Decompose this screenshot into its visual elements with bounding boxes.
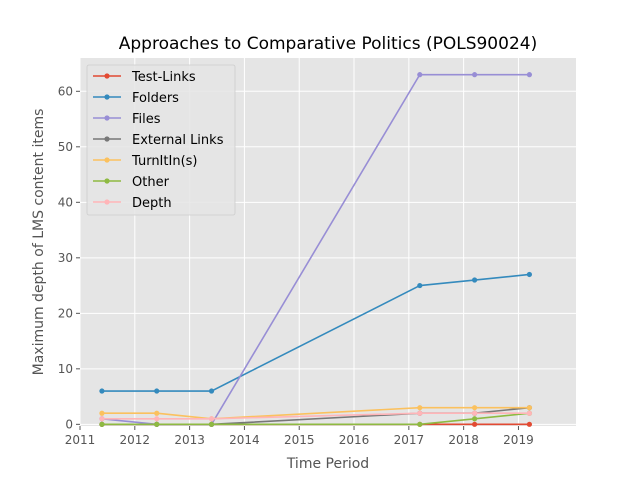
series-layer <box>99 72 533 427</box>
data-point-other <box>417 421 423 427</box>
y-tick-label: 50 <box>58 140 73 154</box>
data-point-other <box>472 416 478 422</box>
data-point-folders <box>526 271 533 278</box>
data-point-turnitin-s <box>417 405 423 411</box>
data-point-test-links <box>526 421 533 427</box>
series-line-folders <box>101 273 530 392</box>
series-line-depth <box>101 412 530 420</box>
x-tick-label: 2015 <box>284 433 315 447</box>
legend-item-other: Other <box>93 175 170 190</box>
legend-marker <box>104 94 110 100</box>
data-point-other <box>154 421 160 427</box>
legend-label: Files <box>132 112 161 127</box>
gridlines <box>79 58 576 426</box>
data-point-turnitin-s <box>472 405 478 411</box>
legend-marker <box>104 115 110 121</box>
legend-marker <box>104 136 110 142</box>
legend-label: Folders <box>132 91 179 106</box>
legend-label: Other <box>132 175 170 190</box>
legend: Test-Links Folders Files External Links Turn… <box>86 64 236 216</box>
y-tick-label: 20 <box>58 306 73 320</box>
data-point-files <box>526 72 533 78</box>
x-tick-label: 2012 <box>120 433 151 447</box>
series-line-other <box>101 412 530 426</box>
data-point-files <box>472 72 478 78</box>
data-point-depth <box>154 416 160 422</box>
legend-item-external-links: External Links <box>93 133 224 148</box>
x-tick-label: 2011 <box>65 433 96 447</box>
x-tick-label: 2013 <box>174 433 205 447</box>
y-tick-label: 40 <box>58 195 73 209</box>
y-axis-label: Maximum depth of LMS content items <box>31 109 47 376</box>
y-tick-label: 60 <box>58 84 73 98</box>
legend-marker <box>104 157 110 163</box>
x-tick-label: 2019 <box>503 433 534 447</box>
data-point-folders <box>417 282 423 289</box>
data-point-depth <box>526 410 533 416</box>
data-point-folders <box>472 277 478 283</box>
legend-item-test-links: Test-Links <box>93 70 196 85</box>
series-line-files <box>101 73 530 426</box>
legend-item-turnitin-s: TurnItIn(s) <box>93 154 197 169</box>
data-point-depth <box>472 410 478 416</box>
data-point-depth <box>208 416 215 422</box>
legend-item-files: Files <box>93 112 161 127</box>
legend-marker <box>104 199 110 205</box>
data-point-other <box>99 421 105 427</box>
legend-label: Test-Links <box>131 70 196 85</box>
data-point-test-links <box>472 421 478 427</box>
x-tick-label: 2018 <box>448 433 479 447</box>
legend-box <box>86 64 236 216</box>
y-tick-label: 30 <box>58 251 73 265</box>
y-tick-label: 10 <box>58 362 73 376</box>
x-tick-label: 2016 <box>339 433 370 447</box>
series-folders <box>99 271 533 394</box>
legend-marker <box>104 178 110 184</box>
y-tick-label: 0 <box>65 417 73 431</box>
legend-item-depth: Depth <box>93 196 172 211</box>
data-point-turnitin-s <box>154 410 160 416</box>
data-point-folders <box>99 388 105 394</box>
series-line-turnitin-s <box>101 406 530 420</box>
legend-label: TurnItIn(s) <box>131 154 197 169</box>
data-point-turnitin-s <box>526 405 533 411</box>
data-point-other <box>208 421 215 427</box>
data-point-files <box>417 72 423 78</box>
data-point-depth <box>99 416 105 422</box>
data-point-folders <box>154 388 160 394</box>
legend-label: Depth <box>132 196 172 211</box>
legend-item-folders: Folders <box>93 91 179 106</box>
tick-labels: 2011 2012 2013 2014 2015 2016 2017 2018 2019 0 10 2… <box>58 84 534 447</box>
series-depth <box>99 410 533 422</box>
data-point-turnitin-s <box>99 410 105 416</box>
data-point-depth <box>417 410 423 416</box>
legend-marker <box>104 73 110 79</box>
x-tick-label: 2017 <box>394 433 425 447</box>
x-tick-label: 2014 <box>229 433 260 447</box>
x-axis-label: Time Period <box>286 456 369 472</box>
data-point-folders <box>208 388 215 394</box>
chart-title: Approaches to Comparative Politics (POLS… <box>119 34 537 54</box>
legend-label: External Links <box>132 133 224 148</box>
